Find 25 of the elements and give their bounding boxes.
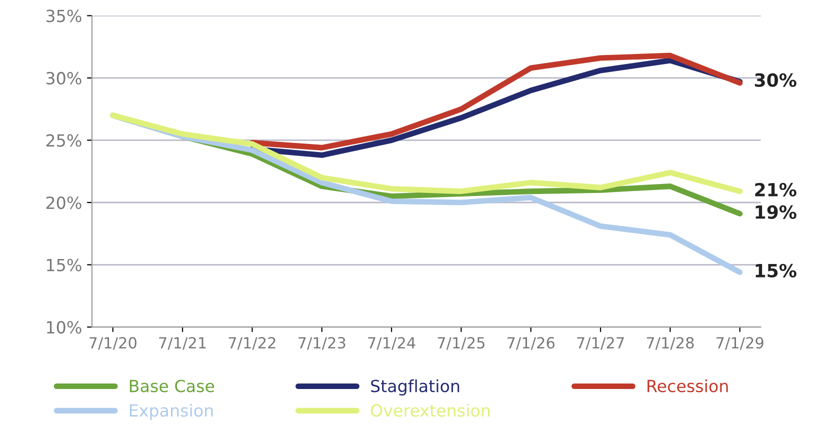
y-tick-label: 35%	[46, 10, 82, 22]
annotation: 15%	[756, 264, 796, 278]
x-tick-label: 7/1/26	[508, 337, 554, 350]
legend-label: Stagflation	[371, 379, 460, 396]
y-tick-label: 25%	[46, 134, 82, 147]
x-tick-label: 7/1/25	[438, 337, 484, 350]
x-tick-label: 7/1/28	[646, 337, 694, 350]
x-tick-label: 7/1/21	[159, 337, 206, 350]
legend-label: Recession	[648, 379, 728, 392]
x-tick-label: 7/1/22	[228, 337, 276, 350]
y-tick-label: 15%	[47, 258, 82, 272]
annotation: 19%	[756, 205, 796, 219]
y-tick-label: 20%	[46, 196, 82, 210]
y-tick-label: 30%	[46, 72, 82, 85]
legend-label: Overextension	[370, 404, 490, 417]
annotation: 30%	[754, 73, 796, 87]
x-tick-label: 7/1/29	[716, 337, 764, 350]
legend-label: Base Case	[130, 380, 214, 392]
y-tick-label: 10%	[47, 321, 82, 334]
x-tick-label: 7/1/27	[577, 337, 624, 350]
annotation: 21%	[755, 182, 796, 197]
x-tick-label: 7/1/20	[90, 337, 136, 350]
x-tick-label: 7/1/23	[298, 337, 346, 350]
x-tick-label: 7/1/24	[368, 337, 416, 350]
legend-label: Expansion	[130, 404, 213, 420]
